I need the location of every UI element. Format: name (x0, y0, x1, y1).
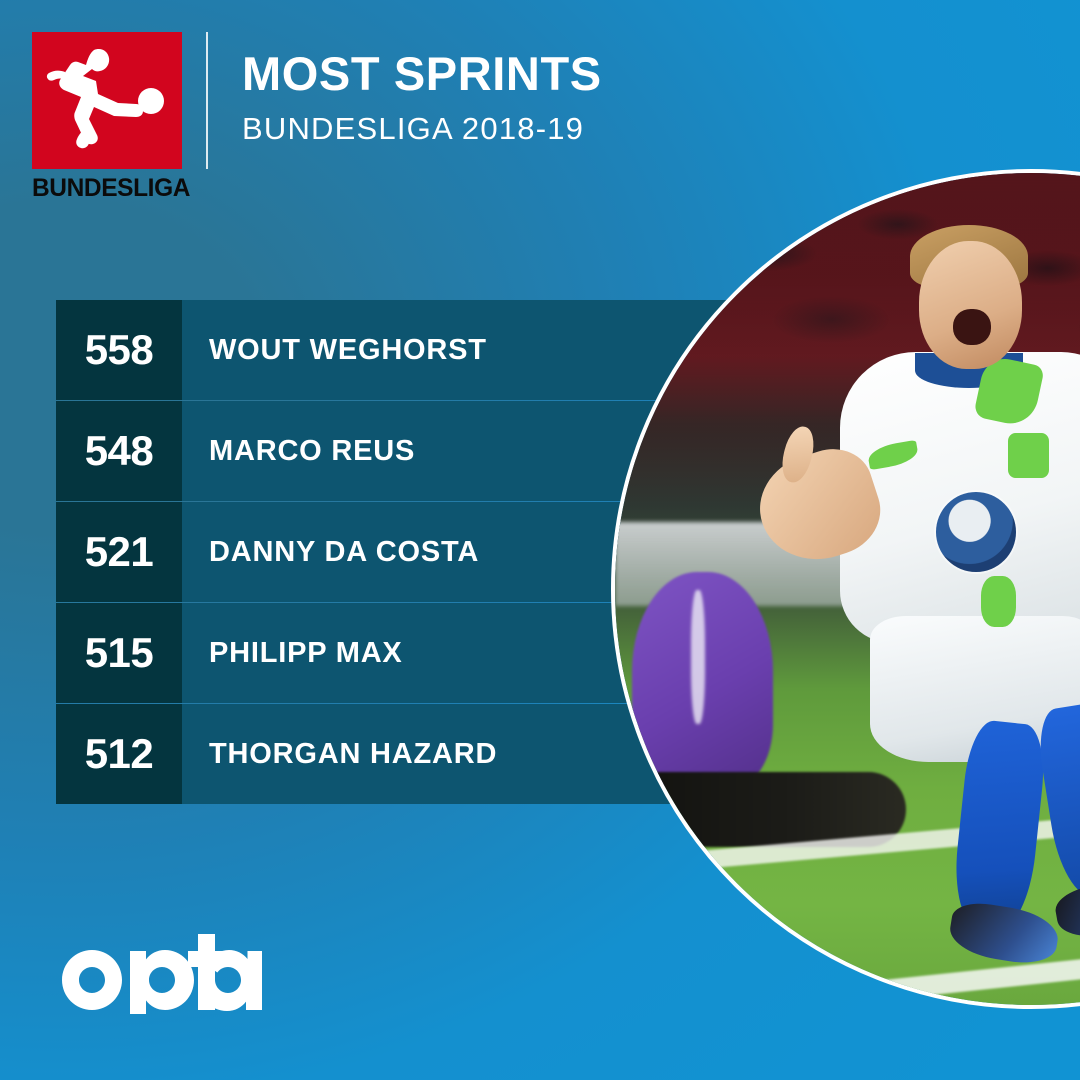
page-subtitle: BUNDESLIGA 2018-19 (242, 111, 585, 146)
header-titles: MOST SPRINTS BUNDESLIGA 2018-19 (242, 32, 602, 144)
bundesliga-logo: BUNDESLIGA (32, 32, 191, 203)
row-value: 515 (56, 603, 182, 703)
row-value: 521 (56, 502, 182, 602)
player-photo (611, 169, 1080, 1009)
player-photo-image (615, 173, 1080, 1005)
opta-logo (62, 930, 262, 1019)
photo-background-keeper (631, 572, 774, 789)
bundesliga-mark-icon (32, 32, 182, 169)
row-value: 558 (56, 300, 182, 400)
photo-player-boot (946, 898, 1062, 969)
header: BUNDESLIGA MOST SPRINTS BUNDESLIGA 2018-… (32, 32, 602, 203)
photo-player-mouth (952, 308, 992, 346)
volkswagen-logo-icon (936, 491, 1016, 572)
photo-player-shirt-number (981, 575, 1017, 628)
row-value: 512 (56, 704, 182, 804)
bundesliga-wordmark: BUNDESLIGA (32, 174, 191, 202)
wolfsburg-crest-icon (1007, 433, 1050, 479)
header-divider (206, 32, 208, 169)
row-value: 548 (56, 401, 182, 501)
photo-background-player (623, 772, 907, 847)
page-title: MOST SPRINTS (242, 47, 602, 100)
photo-player-head (918, 241, 1022, 370)
